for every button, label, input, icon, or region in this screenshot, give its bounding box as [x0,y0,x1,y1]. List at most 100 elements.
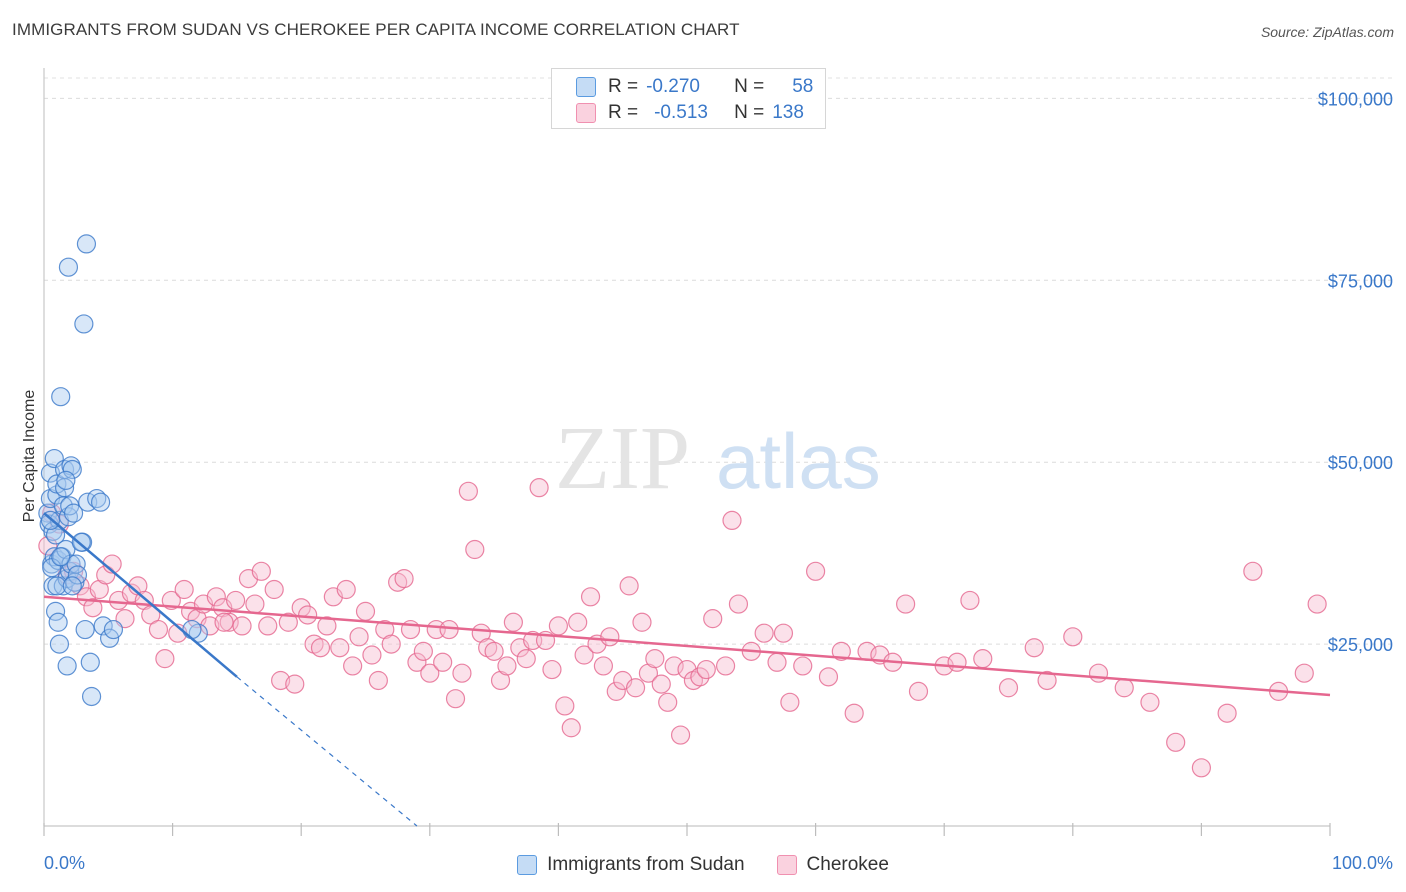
data-point [63,503,84,523]
y-axis-label: Per Capita Income [21,390,38,523]
data-point [439,619,459,640]
data-point [908,681,929,701]
y-tick-label: $75,000 [1328,271,1393,291]
data-point [1243,561,1263,581]
data-point [542,659,562,680]
data-point [632,612,652,632]
data-point [1217,703,1237,723]
data-point [362,645,382,665]
data-point [40,463,61,483]
data-point [703,609,723,629]
data-point [87,488,107,509]
sudan-trend-line [43,512,238,678]
data-point [580,587,601,607]
data-point [458,481,478,501]
legend-n-label: N = [734,102,765,123]
data-point [1307,594,1327,614]
data-point [478,638,498,658]
data-point [330,638,350,658]
data-point [58,257,79,277]
cherokee-points [38,478,1327,778]
data-point [81,686,102,707]
data-point [264,579,284,600]
data-point [317,616,337,636]
data-point [1088,663,1109,683]
data-point [773,623,794,643]
y-tick-label: $100,000 [1318,89,1393,109]
data-point [780,692,800,712]
data-point [206,587,226,607]
data-point [74,314,94,334]
data-point [1166,732,1186,752]
series-legend-cherokee: Cherokee [776,854,889,876]
data-point [219,612,239,632]
data-point [452,663,472,683]
trend-lines [43,512,1331,827]
cherokee-trend-line [43,595,1331,697]
data-point [619,576,639,596]
data-point [56,470,76,490]
data-point [304,634,324,654]
data-point [388,572,408,592]
watermark-zip: ZIP [555,409,690,508]
data-point [67,565,88,585]
data-point [754,623,774,643]
data-point [83,598,103,618]
data-point [45,525,66,545]
series-legend-sudan: Immigrants from Sudan [517,854,745,876]
data-point [200,616,220,636]
data-point [349,627,369,647]
data-point [148,619,169,640]
data-point [683,670,704,691]
data-point [606,681,626,701]
data-point [62,576,82,596]
axes [43,68,1331,836]
data-point [1191,758,1212,778]
data-point [651,674,671,694]
data-point [1140,692,1160,712]
data-point [226,590,246,611]
data-point [214,612,234,632]
data-point [93,616,113,636]
legend-r-value-sudan: -0.270 [646,76,700,97]
series-legend-sudan-label: Immigrants from Sudan [547,854,745,875]
data-point [645,649,665,669]
cherokee-legend-swatch-icon [776,855,797,875]
data-point [497,656,517,676]
data-point [310,638,331,658]
x-tick-label-start: 0.0% [44,853,85,873]
data-point [1037,670,1057,691]
data-point [715,656,736,676]
data-point [298,605,318,625]
data-point [1294,663,1314,683]
chart-source: Source: ZipAtlas.com [1260,24,1394,40]
legend-row-cherokee: R = -0.513 N = 138 [576,101,804,125]
data-point [47,485,67,505]
legend-row-sudan: R = -0.270 N = 58 [576,75,813,99]
data-point [188,623,208,643]
data-point [407,652,427,672]
x-tick-label-end: 100.0% [1332,853,1393,873]
data-point [728,594,749,614]
sudan-trend-extension [236,676,418,827]
data-point [75,619,95,640]
grid-lines [44,77,1394,645]
data-point [251,561,271,581]
data-point [51,547,71,567]
data-point [465,539,485,560]
data-point [664,656,684,676]
data-point [670,725,691,745]
data-point [844,703,864,723]
data-point [174,579,194,600]
cherokee-swatch-icon [576,103,596,123]
data-point [998,678,1019,698]
data-point [343,656,363,676]
data-point [47,576,67,596]
data-point [805,561,826,581]
legend-n-label: N = [734,76,765,97]
data-point [722,510,742,531]
y-tick-label: $50,000 [1328,453,1393,473]
y-tick-label: $25,000 [1328,635,1393,655]
data-point [433,652,453,672]
sudan-swatch-icon [576,77,596,97]
